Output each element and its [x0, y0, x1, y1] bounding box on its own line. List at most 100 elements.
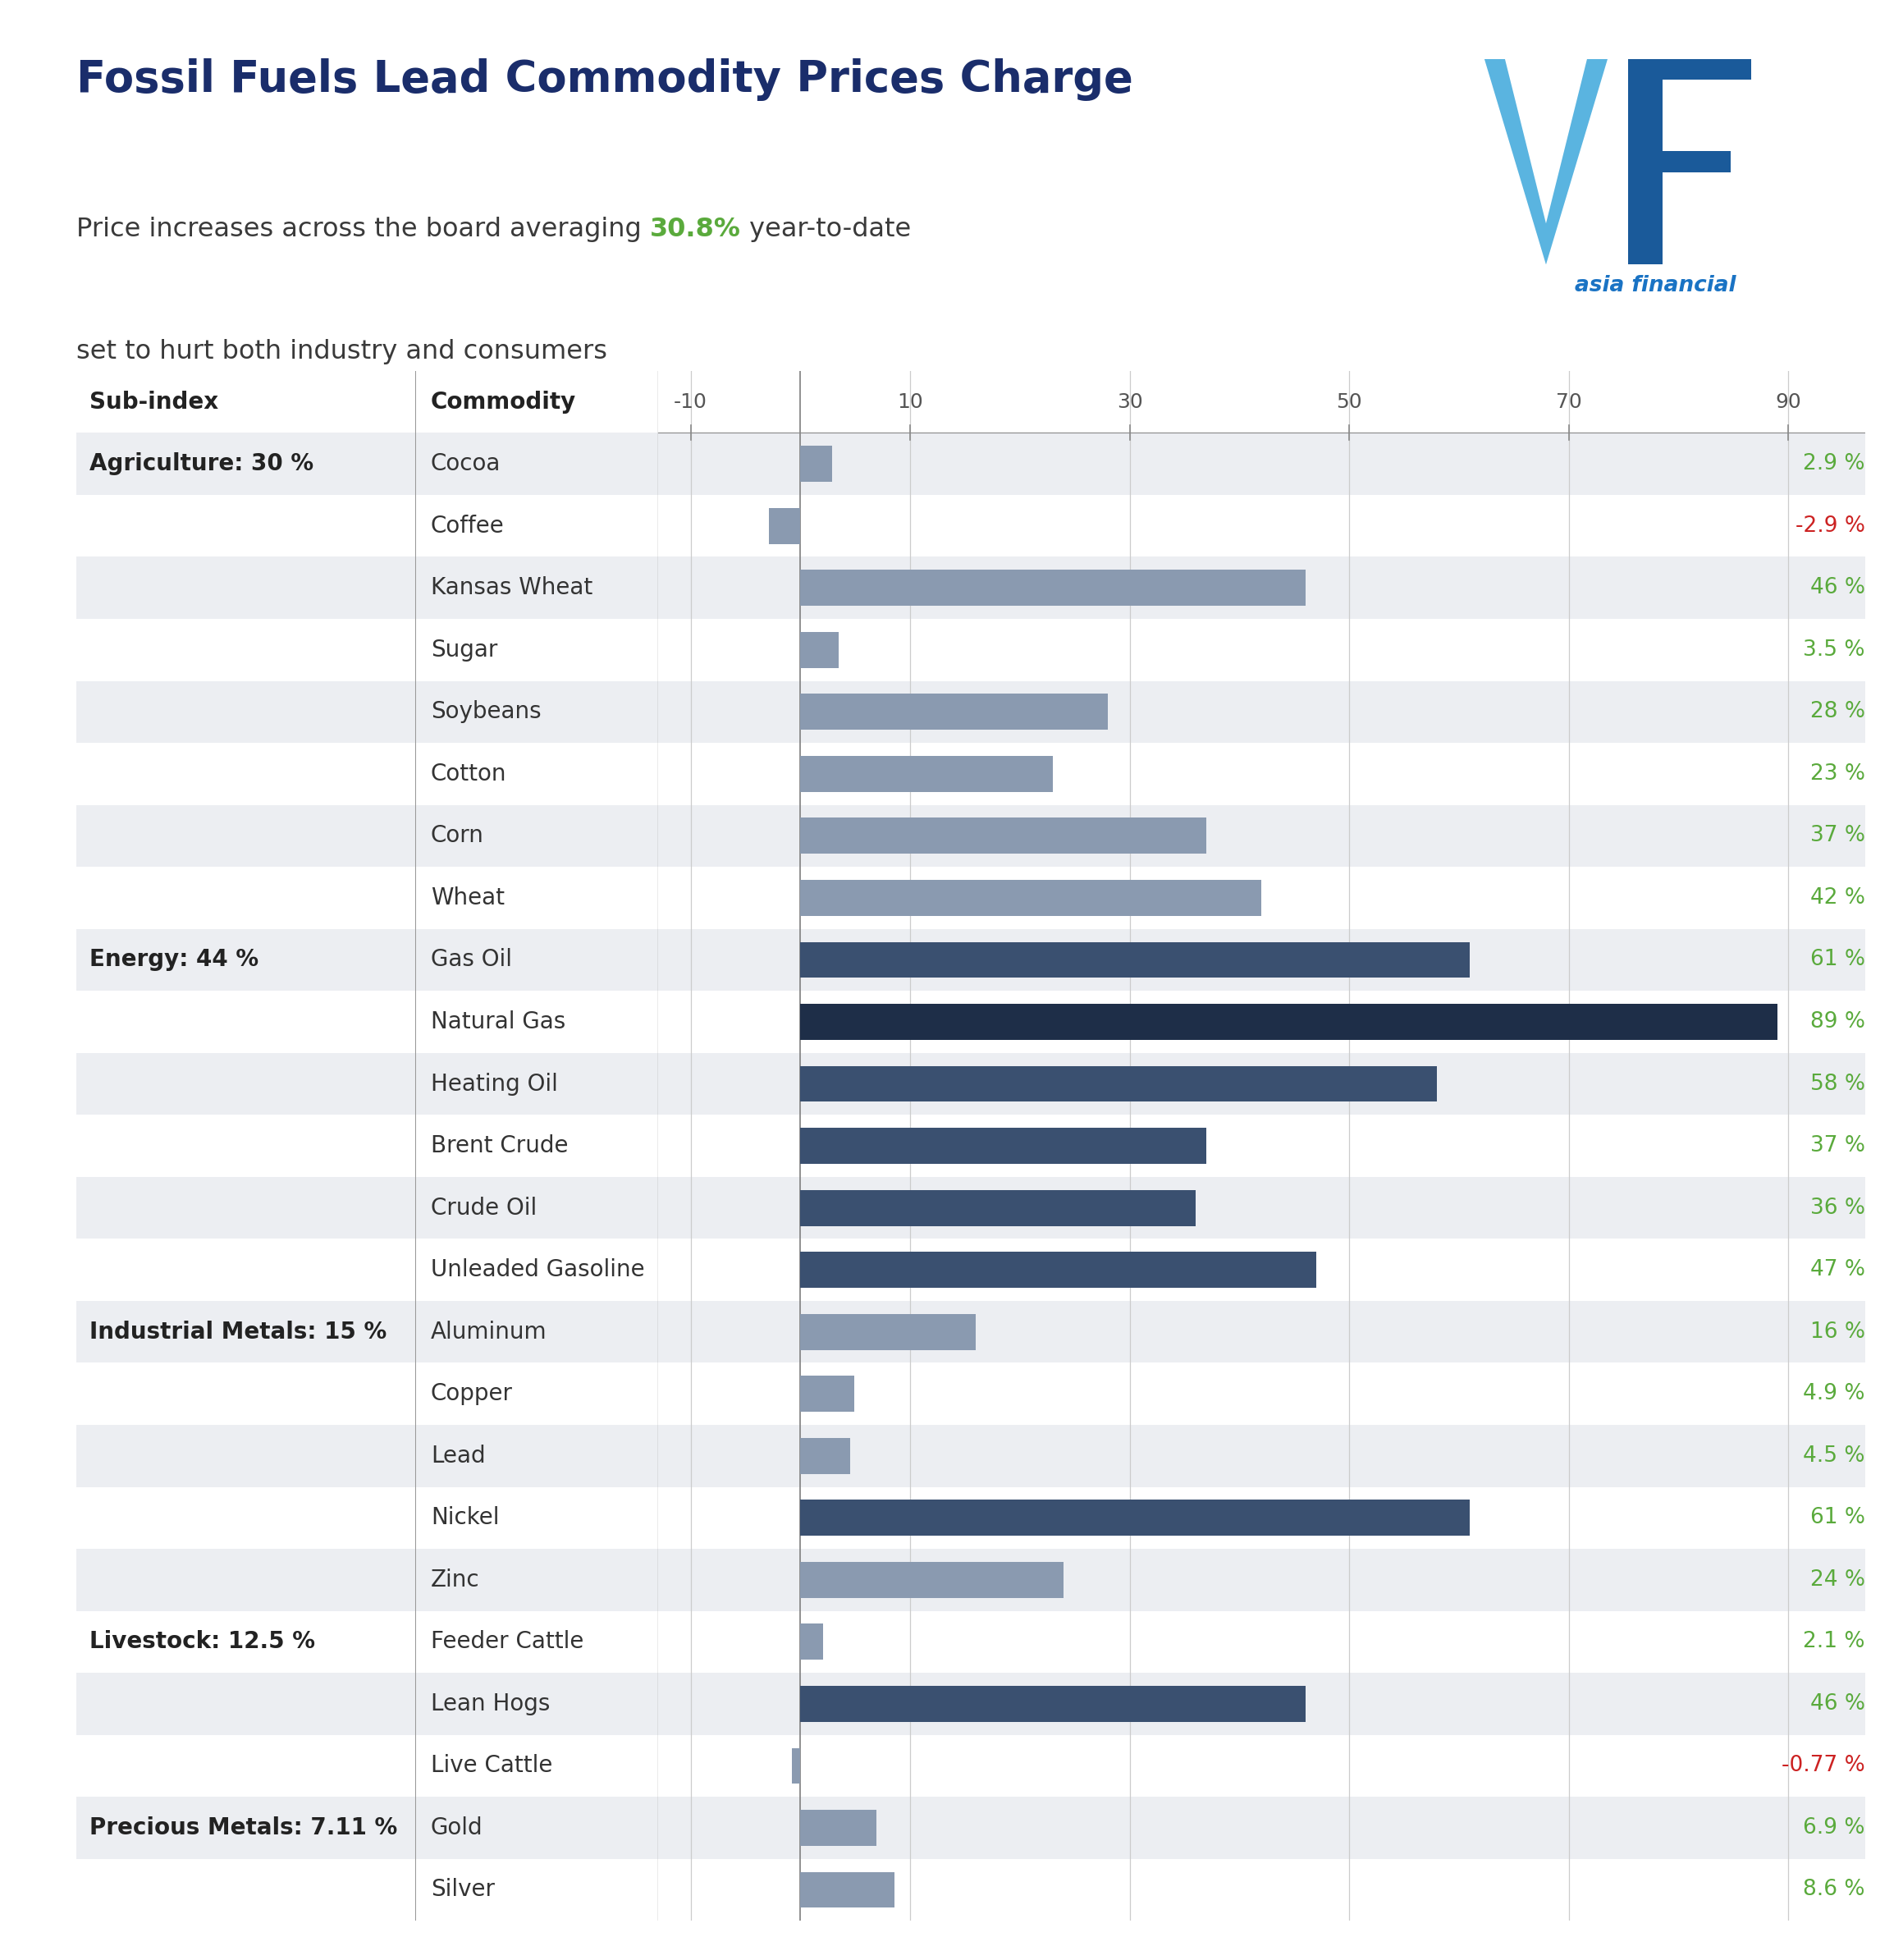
- Text: 6.9 %: 6.9 %: [1802, 1817, 1865, 1838]
- Bar: [801, 1313, 976, 1350]
- Bar: [801, 447, 832, 482]
- Bar: [801, 1252, 1317, 1288]
- Text: 47 %: 47 %: [1810, 1258, 1865, 1280]
- Bar: [417, 1548, 658, 1611]
- Bar: [801, 943, 1469, 978]
- Bar: [658, 370, 1865, 433]
- Text: 28 %: 28 %: [1810, 702, 1865, 723]
- Text: 2.1 %: 2.1 %: [1802, 1631, 1865, 1652]
- Text: Brent Crude: Brent Crude: [430, 1135, 569, 1156]
- Bar: [76, 1858, 417, 1921]
- Bar: [658, 1301, 1865, 1362]
- Bar: [76, 806, 417, 866]
- Bar: [658, 557, 1865, 619]
- Text: Livestock: 12.5 %: Livestock: 12.5 %: [89, 1631, 316, 1654]
- Text: Gas Oil: Gas Oil: [430, 949, 512, 972]
- Bar: [658, 1053, 1865, 1115]
- Text: Commodity: Commodity: [430, 390, 577, 414]
- Text: year-to-date: year-to-date: [740, 216, 912, 241]
- Bar: [76, 866, 417, 929]
- Bar: [801, 1004, 1777, 1041]
- Text: Energy: 44 %: Energy: 44 %: [89, 949, 259, 972]
- Bar: [658, 866, 1865, 929]
- Text: Natural Gas: Natural Gas: [430, 1009, 565, 1033]
- Bar: [417, 1176, 658, 1239]
- Text: Wheat: Wheat: [430, 886, 504, 909]
- Bar: [417, 370, 658, 433]
- Text: Crude Oil: Crude Oil: [430, 1196, 537, 1219]
- Text: Sub-index: Sub-index: [89, 390, 219, 414]
- Text: 24 %: 24 %: [1810, 1570, 1865, 1590]
- Bar: [417, 992, 658, 1053]
- Text: Soybeans: Soybeans: [430, 700, 540, 723]
- Bar: [76, 494, 417, 557]
- Bar: [417, 619, 658, 680]
- Bar: [417, 1735, 658, 1797]
- Bar: [417, 743, 658, 806]
- Bar: [76, 370, 417, 433]
- Bar: [417, 1858, 658, 1921]
- Text: Precious Metals: 7.11 %: Precious Metals: 7.11 %: [89, 1817, 398, 1838]
- Text: Gold: Gold: [430, 1817, 483, 1838]
- Bar: [801, 1562, 1064, 1597]
- Bar: [76, 1548, 417, 1611]
- Bar: [76, 929, 417, 992]
- Bar: [658, 1176, 1865, 1239]
- Text: Fossil Fuels Lead Commodity Prices Charge: Fossil Fuels Lead Commodity Prices Charg…: [76, 59, 1132, 102]
- Bar: [417, 1362, 658, 1425]
- Bar: [801, 1376, 854, 1411]
- Bar: [658, 494, 1865, 557]
- Text: 50: 50: [1336, 392, 1363, 412]
- Bar: [658, 1858, 1865, 1921]
- Text: 16 %: 16 %: [1810, 1321, 1865, 1343]
- Text: 61 %: 61 %: [1810, 1507, 1865, 1529]
- Bar: [658, 1672, 1865, 1735]
- Bar: [658, 743, 1865, 806]
- Text: -2.9 %: -2.9 %: [1795, 515, 1865, 537]
- Text: 37 %: 37 %: [1810, 825, 1865, 847]
- Text: 37 %: 37 %: [1810, 1135, 1865, 1156]
- Text: Agriculture: 30 %: Agriculture: 30 %: [89, 453, 314, 476]
- Bar: [76, 1797, 417, 1858]
- Polygon shape: [1629, 59, 1751, 265]
- Bar: [417, 680, 658, 743]
- Bar: [76, 1672, 417, 1735]
- Text: asia financial: asia financial: [1576, 274, 1736, 296]
- Bar: [801, 1809, 875, 1846]
- Bar: [658, 806, 1865, 866]
- Bar: [658, 433, 1865, 494]
- Bar: [76, 1176, 417, 1239]
- Text: Zinc: Zinc: [430, 1568, 480, 1592]
- Bar: [417, 929, 658, 992]
- Bar: [76, 433, 417, 494]
- Bar: [801, 1190, 1195, 1225]
- Bar: [658, 1362, 1865, 1425]
- Bar: [417, 806, 658, 866]
- Bar: [801, 1127, 1207, 1164]
- Bar: [76, 1239, 417, 1301]
- Bar: [76, 557, 417, 619]
- Bar: [417, 433, 658, 494]
- Text: Aluminum: Aluminum: [430, 1321, 546, 1343]
- Bar: [417, 1301, 658, 1362]
- Text: 4.5 %: 4.5 %: [1802, 1445, 1865, 1466]
- Bar: [417, 1672, 658, 1735]
- Bar: [417, 1239, 658, 1301]
- Bar: [76, 743, 417, 806]
- Bar: [417, 1425, 658, 1488]
- Bar: [792, 1748, 801, 1784]
- Text: Silver: Silver: [430, 1878, 495, 1901]
- Text: 2.9 %: 2.9 %: [1802, 453, 1865, 474]
- Text: Coffee: Coffee: [430, 514, 504, 537]
- Bar: [417, 866, 658, 929]
- Bar: [658, 619, 1865, 680]
- Text: Cotton: Cotton: [430, 762, 506, 786]
- Bar: [76, 1301, 417, 1362]
- Bar: [76, 1425, 417, 1488]
- Text: Feeder Cattle: Feeder Cattle: [430, 1631, 584, 1654]
- Bar: [658, 1797, 1865, 1858]
- Text: 30: 30: [1117, 392, 1142, 412]
- Text: Cocoa: Cocoa: [430, 453, 500, 476]
- Text: Nickel: Nickel: [430, 1507, 499, 1529]
- Bar: [417, 1488, 658, 1548]
